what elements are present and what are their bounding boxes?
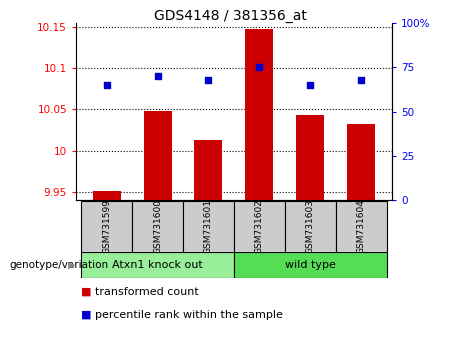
Text: GSM731599: GSM731599 [102,199,111,255]
Text: wild type: wild type [285,260,336,270]
Text: GSM731600: GSM731600 [153,199,162,255]
Bar [296,115,325,200]
Text: GSM731602: GSM731602 [255,199,264,255]
Text: GSM731603: GSM731603 [306,199,315,255]
Bar [195,140,223,200]
Text: ■: ■ [81,310,91,320]
Bar [132,201,183,253]
Bar [143,111,171,200]
Bar [347,124,375,200]
Bar [245,29,273,200]
Bar [234,201,285,253]
Text: percentile rank within the sample: percentile rank within the sample [95,310,283,320]
Bar [234,252,387,278]
Point [256,64,263,70]
Text: GDS4148 / 381356_at: GDS4148 / 381356_at [154,9,307,23]
Point [205,77,212,82]
Text: GSM731601: GSM731601 [204,199,213,255]
Bar [93,191,121,200]
Text: ▶: ▶ [68,260,75,270]
Text: Atxn1 knock out: Atxn1 knock out [112,260,203,270]
Bar [183,201,234,253]
Text: ■: ■ [81,287,91,297]
Point [307,82,314,88]
Text: genotype/variation: genotype/variation [9,260,108,270]
Bar [81,201,132,253]
Bar [285,201,336,253]
Text: transformed count: transformed count [95,287,198,297]
Text: GSM731604: GSM731604 [357,199,366,255]
Bar [336,201,387,253]
Point [358,77,365,82]
Point [154,73,161,79]
Point [103,82,110,88]
Bar [81,252,234,278]
